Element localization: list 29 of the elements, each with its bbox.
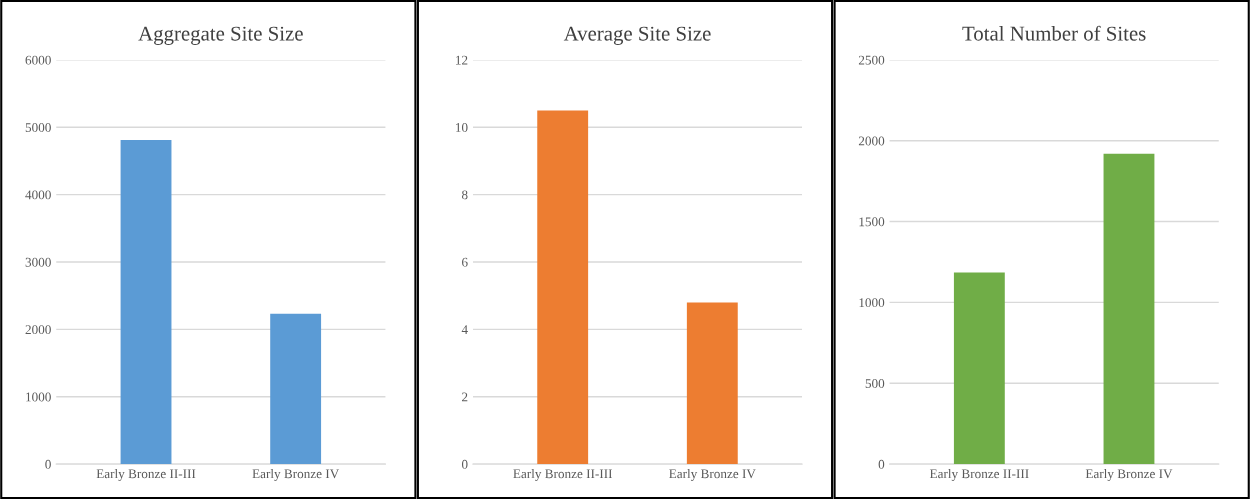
chart-title: Aggregate Site Size xyxy=(138,26,303,45)
x-tick-label: Early Bronze II-III xyxy=(96,468,196,481)
y-tick-label: 4 xyxy=(461,325,468,334)
y-tick-label: 2 xyxy=(462,392,468,402)
x-tick-label: Early Bronze II-III xyxy=(513,468,613,481)
x-tick-label: Early Bronze IV xyxy=(1085,468,1173,481)
y-tick-label: 3000 xyxy=(25,257,51,267)
y-tick-label: 2000 xyxy=(858,136,885,146)
y-tick-label: 12 xyxy=(456,55,468,65)
y-tick-label: 10 xyxy=(456,123,468,132)
y-tick-label: 6000 xyxy=(25,55,51,65)
x-tick-label: Early Bronze IV xyxy=(252,468,340,481)
y-tick-label: 0 xyxy=(45,459,51,469)
y-tick-label: 0 xyxy=(878,459,885,469)
y-tick-label: 1000 xyxy=(859,298,885,308)
chart-title: Average Site Size xyxy=(563,26,711,45)
y-tick-label: 8 xyxy=(461,190,468,200)
x-tick-label: Early Bronze IV xyxy=(669,468,756,481)
y-tick-label: 1000 xyxy=(26,392,51,402)
y-tick-label: 4000 xyxy=(25,190,51,200)
x-tick-label: Early Bronze II-III xyxy=(929,468,1029,481)
y-tick-label: 500 xyxy=(865,379,885,388)
y-tick-label: 1500 xyxy=(859,217,885,227)
chart-title: Total Number of Sites xyxy=(962,25,1146,41)
y-tick-label: 0 xyxy=(461,459,468,469)
y-tick-label: 2500 xyxy=(858,55,885,65)
y-tick-label: 2000 xyxy=(25,325,51,335)
y-tick-label: 6 xyxy=(462,257,468,267)
y-tick-label: 5000 xyxy=(25,123,51,132)
